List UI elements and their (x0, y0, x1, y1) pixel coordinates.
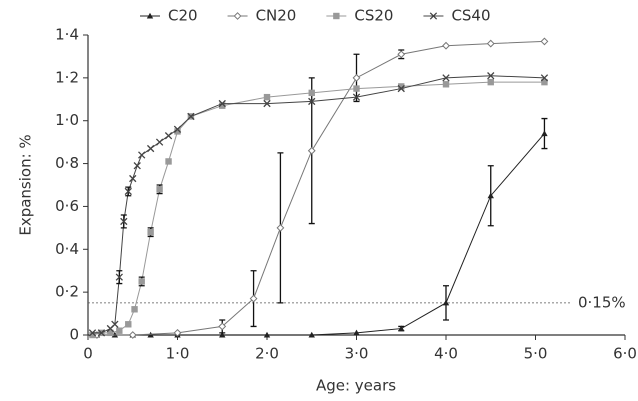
legend-label: C20 (168, 7, 198, 25)
legend-marker (233, 12, 242, 20)
point (155, 138, 164, 146)
x-tick-label: 2·0 (255, 345, 279, 363)
point (540, 37, 549, 46)
point (397, 84, 405, 93)
x-tick-label: 1·0 (166, 345, 190, 363)
y-axis-title: Expansion: % (17, 134, 35, 235)
x-tick-label: 0 (83, 345, 93, 363)
x-axis-title: Age: years (316, 377, 396, 395)
y-tick-label: 0·8 (55, 154, 79, 172)
point (174, 128, 181, 135)
point (263, 93, 271, 101)
point (88, 329, 97, 337)
point (187, 112, 195, 121)
point (125, 321, 132, 328)
point (97, 329, 106, 337)
point (115, 273, 123, 281)
x-tick-label: 4·0 (434, 345, 458, 363)
x-tick-label: 6·0 (613, 345, 637, 363)
point (486, 39, 495, 48)
point (442, 299, 450, 306)
legend-label: CN20 (256, 7, 297, 25)
point (541, 78, 548, 86)
legend-marker (429, 12, 438, 20)
point (133, 162, 141, 170)
point (307, 146, 316, 155)
point (353, 85, 360, 92)
y-tick-label: 1·0 (55, 111, 79, 129)
point (541, 130, 548, 137)
point (173, 125, 182, 133)
point (138, 151, 146, 159)
point (129, 174, 137, 183)
y-tick-label: 0·4 (55, 240, 79, 258)
point (147, 331, 154, 338)
point (131, 306, 138, 313)
point (398, 325, 405, 332)
point (219, 331, 226, 338)
point (442, 74, 450, 82)
point (146, 144, 155, 153)
point (219, 102, 226, 109)
series-line (92, 81, 545, 336)
point (540, 74, 549, 82)
point (164, 132, 173, 140)
point (308, 89, 315, 97)
point (352, 73, 361, 82)
point (147, 228, 154, 236)
point (124, 187, 132, 196)
legend-marker (333, 12, 340, 20)
point (263, 99, 271, 108)
point (308, 97, 316, 106)
y-tick-label: 0 (69, 326, 79, 344)
series-line (96, 133, 545, 336)
point (276, 223, 285, 232)
point (218, 99, 226, 108)
legend-label: CS40 (451, 7, 490, 25)
point (111, 320, 119, 328)
legend-marker (146, 12, 154, 19)
y-tick-label: 0·2 (55, 283, 79, 301)
series-line (92, 75, 545, 334)
point (398, 83, 405, 90)
point (218, 322, 227, 331)
point (352, 93, 361, 101)
x-tick-label: 3·0 (345, 345, 369, 363)
point (308, 331, 315, 338)
series-line (96, 40, 545, 336)
reference-label: 0·15% (578, 293, 626, 311)
point (442, 81, 450, 88)
legend-label: CS20 (354, 7, 393, 25)
point (173, 328, 182, 337)
point (128, 331, 137, 339)
point (107, 329, 114, 337)
point (249, 294, 258, 303)
point (487, 72, 495, 80)
y-tick-label: 0·6 (55, 197, 79, 215)
point (156, 186, 163, 193)
point (263, 331, 271, 338)
point (442, 41, 450, 50)
point (487, 192, 494, 199)
x-tick-label: 5·0 (524, 345, 548, 363)
y-tick-label: 1·2 (55, 68, 79, 86)
point (89, 331, 96, 339)
point (397, 50, 406, 59)
point (116, 327, 123, 334)
point (138, 278, 145, 285)
point (353, 329, 360, 336)
point (120, 217, 128, 226)
point (165, 158, 172, 165)
point (487, 78, 494, 86)
y-tick-label: 1·4 (55, 26, 79, 44)
